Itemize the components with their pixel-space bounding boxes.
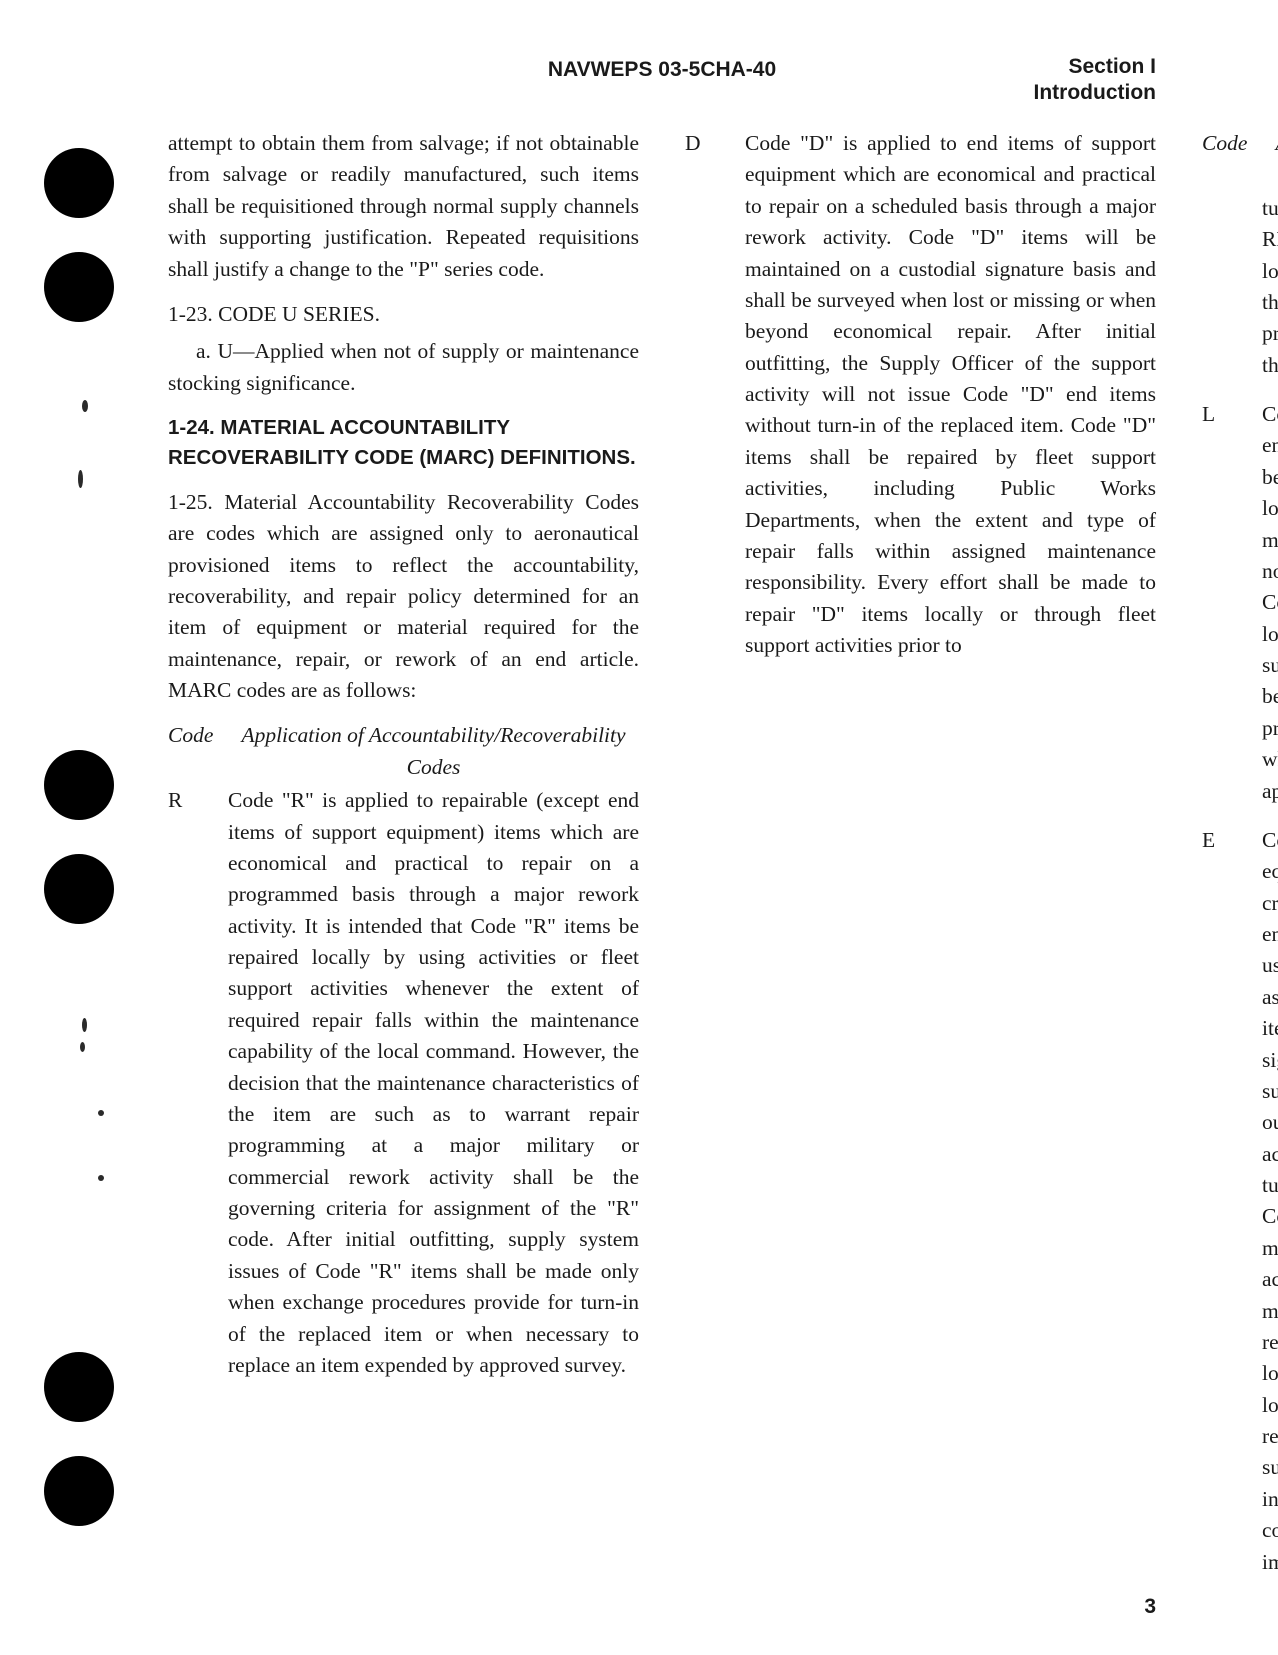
punch-hole <box>44 854 114 924</box>
body-columns: attempt to obtain them from salvage; if … <box>168 128 1156 1595</box>
marc-column-header: Code Application of Accountability/Recov… <box>168 720 639 783</box>
code-l-definition: L Code "L" is applied to repairable item… <box>1202 399 1278 807</box>
scan-speck <box>82 1018 87 1032</box>
col-header-application: Application of Accountability/Recoverabi… <box>228 720 639 783</box>
para-1-23-heading: 1-23. CODE U SERIES. <box>168 299 639 330</box>
section-header: Section I Introduction <box>1034 54 1156 107</box>
punch-hole <box>44 148 114 218</box>
page-header: NAVWEPS 03-5CHA-40 <box>168 58 1156 82</box>
scan-speck <box>98 1175 104 1181</box>
punch-hole <box>44 750 114 820</box>
lead-paragraph: attempt to obtain them from salvage; if … <box>168 128 639 285</box>
para-1-23-a: a. U—Applied when not of supply or maint… <box>168 336 639 399</box>
code-d-text-part1: Code "D" is applied to end items of supp… <box>745 128 1156 661</box>
section-line-2: Introduction <box>1034 80 1156 106</box>
code-d-spacer <box>1202 193 1262 381</box>
code-l-text: Code "L" is applied to repairable items … <box>1262 399 1278 807</box>
punch-hole <box>44 252 114 322</box>
col-header-code: Code <box>168 720 228 783</box>
code-r-label: R <box>168 785 228 1381</box>
scan-speck <box>98 1110 104 1116</box>
section-line-1: Section I <box>1034 54 1156 80</box>
punch-hole <box>44 1352 114 1422</box>
marc-column-header-col2: Code Application of Accountability/Recov… <box>1202 128 1278 191</box>
doc-number: NAVWEPS 03-5CHA-40 <box>168 58 1156 82</box>
code-r-text: Code "R" is applied to repairable (excep… <box>228 785 639 1381</box>
code-d-definition-part2: turning the item in to the supply system… <box>1202 193 1278 381</box>
col-header-code-2: Code <box>1202 128 1262 191</box>
code-d-text-part2: turning the item in to the supply system… <box>1262 193 1278 381</box>
para-1-24-heading: 1-24. MATERIAL ACCOUNTABILITY RECOVERABI… <box>168 413 639 473</box>
para-1-25: 1-25. Material Accountability Recoverabi… <box>168 487 639 707</box>
col-header-application-2: Application of Accountability/Recoverabi… <box>1262 128 1278 191</box>
punch-hole <box>44 1456 114 1526</box>
scan-speck <box>78 470 83 488</box>
code-d-definition-part1: D Code "D" is applied to end items of su… <box>685 128 1156 661</box>
code-l-label: L <box>1202 399 1262 807</box>
scan-speck <box>80 1042 85 1052</box>
code-r-definition: R Code "R" is applied to repairable (exc… <box>168 785 639 1381</box>
code-d-label: D <box>685 128 745 661</box>
page-number: 3 <box>1144 1595 1156 1619</box>
scan-speck <box>82 400 88 412</box>
page: NAVWEPS 03-5CHA-40 Section I Introductio… <box>0 0 1278 1655</box>
